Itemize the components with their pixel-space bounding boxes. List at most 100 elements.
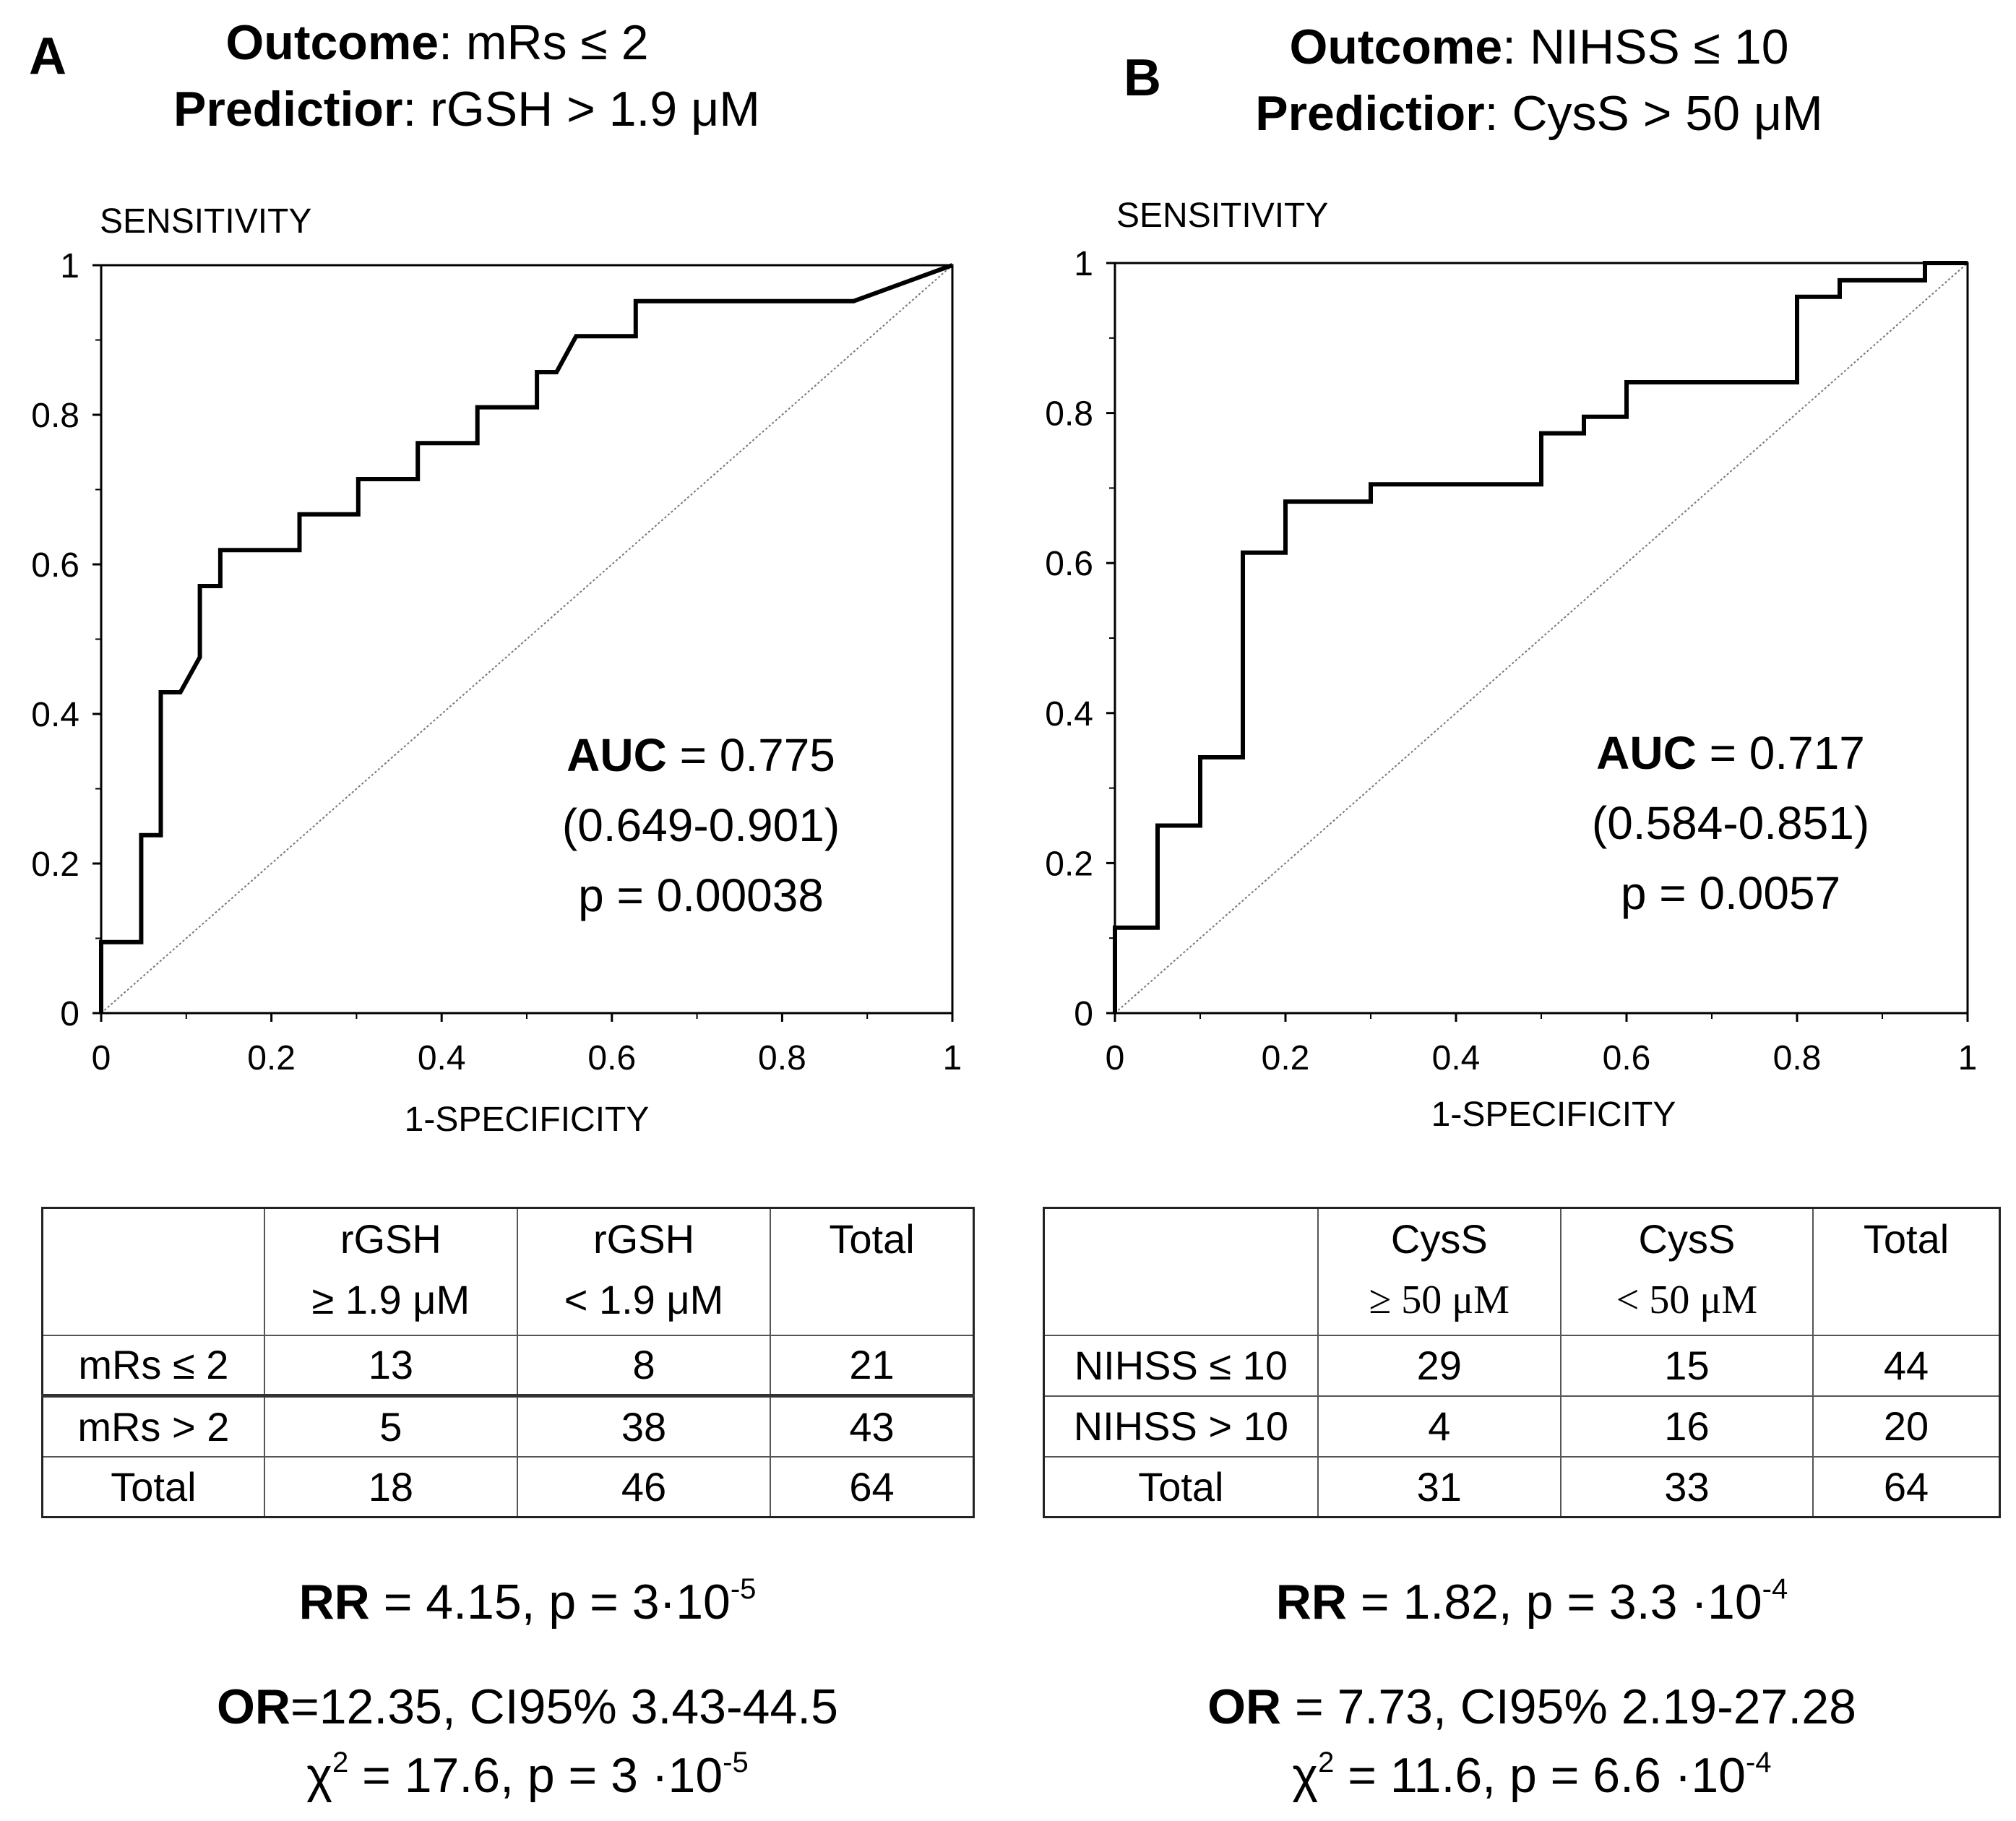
table-row: Total 18 46 64 [41, 1455, 975, 1518]
table-cell: 4 [1317, 1395, 1561, 1458]
panel-a-chi-sup: 2 [332, 1747, 349, 1778]
table-cell: 64 [1812, 1455, 2001, 1518]
panel-b-auc-ci: (0.584-0.851) [1592, 797, 1869, 849]
panel-a-rr: RR = 4.15, p = 3·10-5 [72, 1575, 983, 1630]
panel-b-or: OR = 7.73, CI95% 2.19-27.28 [1077, 1680, 1987, 1734]
table-row: mRs ≤ 2 13 8 21 [41, 1334, 975, 1398]
table-row: NIHSS ≤ 10 29 15 44 [1043, 1334, 2001, 1397]
y-tick-label: 1 [60, 247, 79, 285]
table-cell: 46 [516, 1455, 772, 1518]
table-cell: 13 [263, 1334, 518, 1398]
panel-a-chi: χ2 = 17.6, p = 3 ·10-5 [72, 1747, 983, 1803]
x-tick-label: 0 [92, 1039, 111, 1077]
panel-a-title-outcome: Outcome: mRs ≤ 2 [173, 16, 701, 70]
y-tick-label: 1 [1074, 245, 1093, 283]
x-tick-label: 1 [943, 1039, 962, 1077]
panel-b-xlabel: 1-SPECIFICITY [1431, 1095, 1676, 1134]
table-cell: 31 [1317, 1455, 1561, 1518]
panel-b-predictor-value: : CysS > 50 μM [1484, 86, 1823, 141]
panel-b-rr: RR = 1.82, p = 3.3 ·10-4 [1077, 1575, 1987, 1630]
panel-a-chi-exp: -5 [723, 1747, 749, 1778]
table-cell: 16 [1559, 1395, 1814, 1458]
y-tick-label: 0.4 [1045, 695, 1093, 733]
table-cell: 8 [516, 1334, 772, 1398]
panel-b-title-outcome: Outcome: NIHSS ≤ 10 [1228, 20, 1850, 74]
panel-b-chi-sup: 2 [1318, 1747, 1335, 1778]
panel-a-contingency-table: rGSH ≥ 1.9 μM rGSH < 1.9 μM Total mRs ≤ 2 … [41, 1207, 975, 1518]
panel-b-roc-curve [1113, 261, 1968, 1013]
y-tick-label: 0.4 [31, 696, 79, 734]
panel-a-auc-ci: (0.649-0.901) [562, 799, 840, 851]
y-tick-label: 0.6 [1045, 545, 1093, 583]
table-cell: 44 [1812, 1334, 2001, 1397]
panel-a-outcome-label: Outcome [225, 15, 439, 70]
panel-a-auc-label: AUC [567, 729, 667, 781]
panel-b-reference-line [1114, 262, 1968, 1014]
panel-b-or-label: OR [1207, 1679, 1282, 1734]
panel-a-ylabel: SENSITIVITY [100, 202, 311, 241]
table-cell: 15 [1559, 1334, 1814, 1397]
panel-b-row-label: NIHSS ≤ 10 [1043, 1334, 1319, 1397]
panel-b-header-col1: CysS ≥ 50 μM [1317, 1207, 1561, 1336]
panel-b-ylabel: SENSITIVITY [1116, 197, 1328, 235]
panel-a-rr-exp: -5 [730, 1573, 757, 1605]
x-tick-label: 0.4 [418, 1039, 466, 1077]
table-cell: 38 [516, 1395, 772, 1458]
panel-a-rr-label: RR [298, 1575, 370, 1630]
y-tick-label: 0.8 [1045, 395, 1093, 434]
panel-b-chi-symbol: χ [1292, 1748, 1319, 1803]
panel-b-contingency-table: CysS ≥ 50 μM CysS < 50 μM Total NIHSS ≤ 10… [1043, 1207, 2001, 1518]
panel-a-y-ticks: 0 0.2 0.4 0.6 0.8 1 [31, 247, 101, 1033]
panel-a-title-predictor: Predictior: rGSH > 1.9 μM [173, 82, 760, 137]
panel-a-plot-area: 0 0.2 0.4 0.6 0.8 1 0 0.2 0.4 0.6 0.8 1 [31, 247, 962, 1077]
x-tick-label: 0.2 [1262, 1039, 1310, 1077]
panel-a-header-col1: rGSH ≥ 1.9 μM [263, 1207, 518, 1336]
panel-a-auc-value: = 0.775 [667, 729, 835, 781]
panel-a-or-text: =12.35, CI95% 3.43-44.5 [290, 1679, 838, 1734]
panel-a-predictor-label: Predictior [173, 82, 403, 137]
panel-a-row-label: mRs > 2 [41, 1395, 265, 1458]
x-tick-label: 0.4 [1432, 1039, 1481, 1077]
table-cell: 33 [1559, 1455, 1814, 1518]
panel-b-letter: B [1124, 49, 1161, 107]
table-cell: 64 [770, 1455, 975, 1518]
panel-a-row-label: Total [41, 1455, 265, 1518]
panel-b-header-total: Total [1812, 1207, 2001, 1336]
x-tick-label: 0.2 [247, 1039, 296, 1077]
panel-b-x-ticks: 0 0.2 0.4 0.6 0.8 1 [1106, 1013, 1977, 1077]
table-cell: 18 [263, 1455, 518, 1518]
y-tick-label: 0 [1074, 995, 1093, 1033]
panel-b-chi-text: = 11.6, p = 6.6 ·10 [1334, 1748, 1746, 1803]
y-tick-label: 0.8 [31, 397, 79, 435]
panel-a-header-total: Total [770, 1207, 975, 1336]
x-tick-label: 0.6 [1603, 1039, 1651, 1077]
panel-a-or-label: OR [217, 1679, 290, 1734]
panel-b-row-label: NIHSS > 10 [1043, 1395, 1319, 1458]
panel-b-rr-label: RR [1275, 1575, 1347, 1630]
panel-a-auc-line: AUC = 0.775 [567, 729, 835, 781]
table-cell: 43 [770, 1395, 975, 1458]
panel-a-chi-symbol: χ [306, 1748, 332, 1803]
panel-b-rr-text: = 1.82, p = 3.3 ·10 [1346, 1575, 1762, 1630]
table-row: mRs > 2 5 38 43 [41, 1395, 975, 1458]
panel-a-predictor-value: : rGSH > 1.9 μM [402, 82, 760, 137]
table-row: Total 31 33 64 [1043, 1455, 2001, 1518]
panel-a-or: OR=12.35, CI95% 3.43-44.5 [72, 1680, 983, 1734]
x-tick-label: 0.8 [1773, 1039, 1822, 1077]
table-cell: 21 [770, 1334, 975, 1398]
panel-b-predictor-label: Predictior [1255, 86, 1485, 141]
x-tick-label: 0 [1106, 1039, 1125, 1077]
table-cell: 29 [1317, 1334, 1561, 1397]
table-cell: 5 [263, 1395, 518, 1458]
panel-a-header-col2: rGSH < 1.9 μM [516, 1207, 772, 1336]
panel-a-roc-curve [99, 263, 954, 1013]
panel-a-xlabel: 1-SPECIFICITY [405, 1101, 650, 1139]
panel-b-auc-value: = 0.717 [1697, 727, 1865, 779]
panel-b-chi: χ2 = 11.6, p = 6.6 ·10-4 [1077, 1747, 1987, 1803]
panel-a-auc-p: p = 0.00038 [578, 869, 824, 921]
panel-b-header-blank [1043, 1207, 1319, 1336]
x-tick-label: 0.6 [587, 1039, 636, 1077]
table-row: NIHSS > 10 4 16 20 [1043, 1395, 2001, 1458]
panel-a-outcome-value: : mRs ≤ 2 [439, 15, 649, 70]
